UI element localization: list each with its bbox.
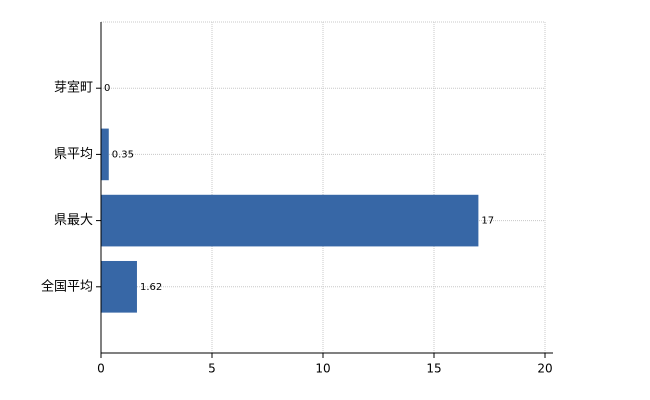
value-label: 0.35 [112,149,134,160]
y-tick-label: 芽室町 [54,80,93,96]
x-tick-label: 20 [537,362,552,376]
value-label: 1.62 [140,282,162,293]
value-label: 0 [104,83,110,94]
x-tick-label: 15 [426,362,441,376]
y-tick-label: 県最大 [54,213,93,228]
value-label: 17 [481,216,494,227]
y-tick-label: 県平均 [54,147,93,162]
y-tick-label: 全国平均 [41,278,93,294]
bar [101,128,109,181]
x-tick-label: 5 [208,362,216,376]
bar [101,260,137,313]
x-tick-label: 0 [97,362,105,376]
x-tick-label: 10 [315,362,330,376]
bar [101,194,479,247]
